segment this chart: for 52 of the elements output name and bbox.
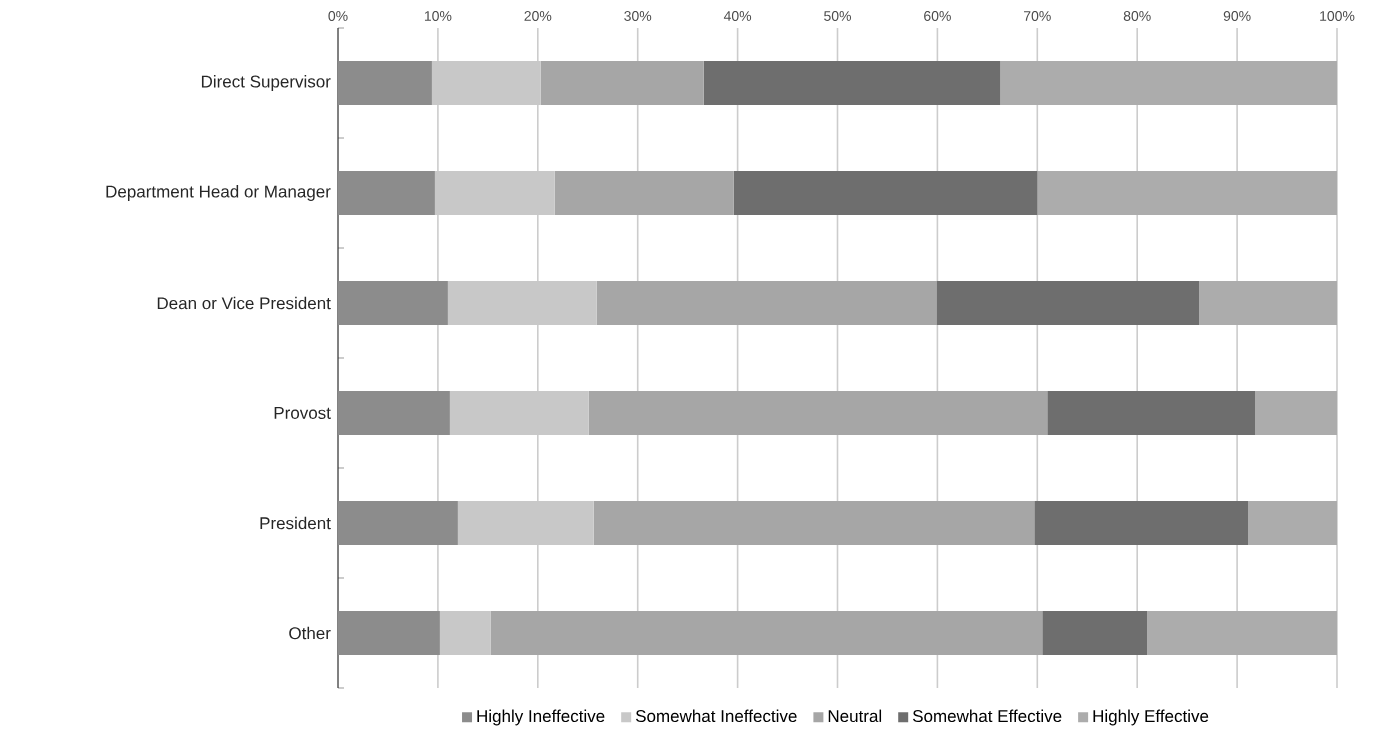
bar — [1199, 281, 1337, 325]
legend-label: Somewhat Ineffective — [635, 709, 797, 723]
bar — [596, 281, 937, 325]
x-tick-label: 30% — [624, 11, 652, 21]
y-tick-label: Provost — [274, 407, 331, 419]
bar — [439, 610, 491, 655]
bar — [338, 390, 450, 435]
x-tick-label: 50% — [824, 11, 852, 21]
bar — [447, 281, 597, 325]
x-tick-label: 100% — [1320, 11, 1355, 21]
x-tick-label: 20% — [524, 11, 552, 21]
y-tick-label: Other — [289, 626, 331, 640]
bar — [338, 171, 435, 215]
x-tick-label: 80% — [1123, 11, 1151, 21]
x-tick-label: 10% — [424, 11, 452, 21]
bar — [733, 171, 1038, 215]
x-tick-label: 90% — [1223, 11, 1251, 21]
bar — [434, 171, 555, 215]
bar — [1037, 171, 1337, 215]
bar — [936, 281, 1200, 325]
bar — [1047, 390, 1256, 435]
y-tick-label: Department Head or Manager — [106, 185, 331, 201]
bar — [338, 501, 458, 545]
legend-label: Neutral — [828, 709, 882, 723]
legend-label: Highly Ineffective — [477, 709, 605, 726]
x-tick-label: 40% — [723, 11, 752, 21]
bar — [1034, 501, 1249, 545]
bar — [431, 61, 541, 106]
bar — [338, 281, 448, 325]
bar — [540, 61, 704, 106]
x-tick-label: 70% — [1024, 11, 1051, 21]
bar — [1255, 390, 1337, 435]
bar — [449, 390, 589, 435]
y-tick-label: Dean or Vice President — [157, 296, 331, 310]
bar — [1147, 610, 1337, 655]
y-tick-label: Direct Supervisor — [201, 75, 331, 91]
x-tick-label: 0% — [328, 11, 348, 21]
bar — [1042, 610, 1148, 655]
bar — [593, 501, 1035, 545]
x-tick-label: 60% — [924, 11, 951, 21]
bar — [1000, 61, 1337, 106]
legend-label: Highly Effective — [1093, 709, 1209, 726]
bar — [338, 610, 440, 655]
bar — [338, 61, 432, 106]
bar — [588, 390, 1048, 435]
bar — [457, 501, 594, 545]
legend-label: Somewhat Effective — [912, 709, 1062, 723]
bar — [703, 61, 1001, 106]
y-tick-label: President — [260, 516, 331, 530]
bar — [1248, 501, 1337, 545]
bar — [490, 610, 1043, 655]
bar — [554, 171, 734, 215]
